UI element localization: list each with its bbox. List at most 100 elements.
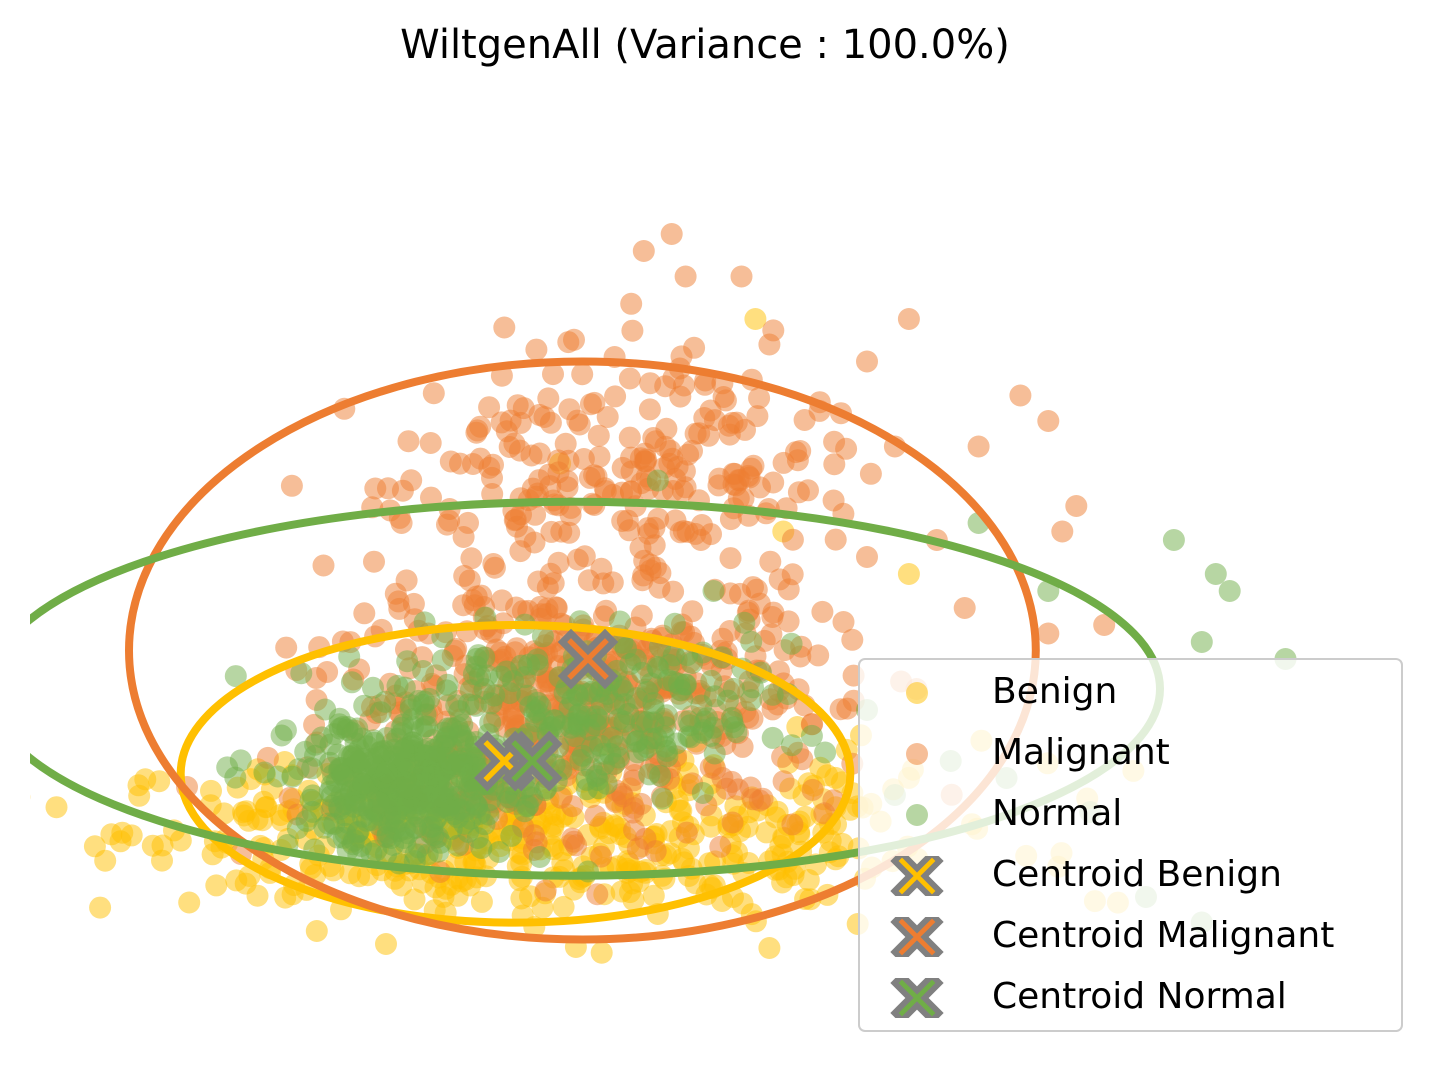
benign-point [89, 896, 112, 919]
malignant-point [781, 528, 804, 551]
normal-point [568, 702, 591, 725]
malignant-point [537, 387, 560, 410]
normal-point [362, 676, 384, 699]
normal-point [365, 839, 387, 862]
malignant-point [312, 554, 335, 577]
normal-point [473, 646, 496, 669]
malignant-point [781, 813, 804, 836]
malignant-point [669, 521, 692, 544]
benign-point [432, 885, 455, 908]
malignant-point [772, 770, 795, 793]
malignant-point [542, 363, 564, 386]
legend-marker-centroid-benign [890, 856, 944, 896]
normal-point [479, 711, 502, 734]
benign-point [45, 796, 68, 819]
legend: Benign Malignant Normal Centroid Benign Cent… [858, 658, 1403, 1032]
malignant-point [728, 469, 751, 492]
malignant-point [1037, 622, 1060, 645]
normal-point [396, 650, 419, 673]
normal-point [489, 665, 512, 688]
malignant-point [634, 827, 657, 850]
malignant-point [508, 439, 531, 462]
normal-point [733, 611, 756, 634]
benign-point [246, 884, 269, 907]
malignant-point [660, 223, 683, 245]
malignant-point [742, 788, 764, 811]
normal-point [800, 724, 823, 747]
malignant-point [841, 628, 864, 651]
benign-point [305, 920, 328, 942]
centroid-normal-marker [501, 730, 563, 792]
normal-point [780, 632, 803, 655]
benign-ellipse [176, 621, 855, 927]
benign-point [205, 874, 228, 897]
normal-point [663, 612, 686, 635]
normal-point [601, 726, 624, 749]
malignant-point [630, 604, 653, 627]
normal-point [427, 840, 450, 863]
normal-point [643, 698, 665, 721]
normal-point [488, 841, 511, 863]
normal-point [624, 648, 647, 671]
malignant-ellipse [125, 357, 1040, 944]
malignant-point [618, 367, 641, 390]
normal-point [435, 727, 458, 750]
malignant-point [811, 600, 834, 623]
normal-point [224, 665, 247, 688]
normal-point [531, 625, 554, 648]
normal-point [575, 778, 598, 801]
benign-point [128, 784, 151, 807]
malignant-point [469, 447, 492, 470]
normal-point [483, 684, 506, 707]
malignant-point [568, 413, 591, 436]
normal-point [328, 707, 351, 730]
malignant-point [748, 387, 771, 410]
normal-point [407, 689, 430, 712]
malignant-point [439, 450, 462, 473]
normal-point [470, 837, 493, 859]
legend-entry-centroid-normal: Centroid Normal [860, 968, 1401, 1028]
normal-point [281, 765, 304, 788]
malignant-point [525, 338, 548, 361]
normal-point [385, 811, 408, 834]
legend-label-benign: Benign [992, 671, 1118, 712]
benign-point [769, 835, 792, 857]
legend-marker-benign [906, 682, 928, 704]
normal-point [393, 751, 416, 774]
normal-point [722, 677, 745, 700]
malignant-point [505, 596, 528, 619]
malignant-point [633, 450, 656, 473]
normal-point [654, 735, 677, 758]
malignant-point [690, 514, 713, 536]
malignant-point [856, 350, 878, 373]
malignant-point [363, 550, 385, 573]
malignant-point [1065, 495, 1088, 517]
normal-point [459, 679, 482, 702]
malignant-point [536, 576, 559, 599]
malignant-point [587, 424, 610, 447]
malignant-point [596, 406, 619, 428]
legend-x-centroid-normal [890, 978, 944, 1018]
normal-point [438, 774, 461, 797]
benign-point [375, 933, 397, 955]
malignant-point [781, 563, 804, 586]
normal-point [414, 744, 437, 767]
malignant-point [618, 426, 641, 449]
legend-x-centroid-malignant [890, 917, 944, 957]
normal-point [340, 671, 363, 694]
normal-point [761, 726, 784, 749]
benign-point [94, 849, 117, 872]
benign-point [544, 803, 567, 826]
legend-entry-centroid-malignant: Centroid Malignant [860, 907, 1401, 967]
malignant-point [422, 382, 445, 405]
normal-point [691, 782, 714, 804]
normal-point [290, 662, 313, 685]
malignant-point [638, 398, 661, 421]
malignant-point [353, 602, 376, 625]
normal-point [367, 791, 390, 814]
benign-point [148, 770, 171, 793]
malignant-point [734, 418, 756, 441]
malignant-point [801, 778, 824, 801]
legend-marker-normal [906, 804, 928, 826]
